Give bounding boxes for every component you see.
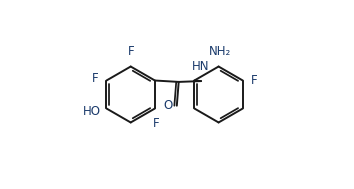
- Text: NH₂: NH₂: [209, 45, 232, 58]
- Text: F: F: [127, 45, 134, 58]
- Text: HO: HO: [83, 105, 101, 118]
- Text: F: F: [92, 72, 98, 85]
- Text: HN: HN: [192, 60, 210, 73]
- Text: F: F: [153, 117, 159, 130]
- Text: O: O: [164, 99, 173, 112]
- Text: F: F: [251, 74, 257, 87]
